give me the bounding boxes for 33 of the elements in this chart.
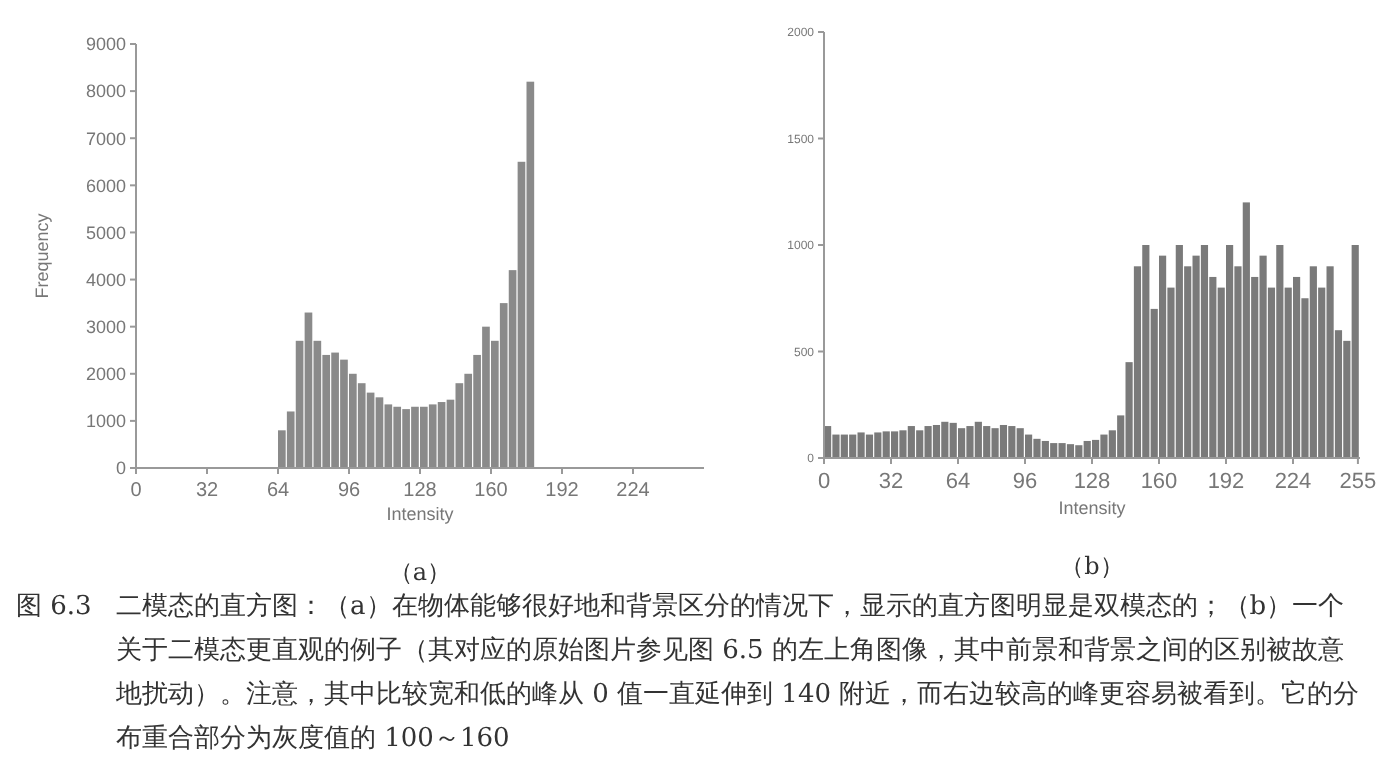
x-tick-label: 224 — [1274, 470, 1312, 494]
x-tick-label: 32 — [195, 480, 219, 502]
x-tick-label: 128 — [1073, 470, 1111, 494]
y-tick-label: 3000 — [85, 316, 126, 337]
x-tick-label: 64 — [266, 480, 290, 502]
y-tick-label: 5000 — [85, 222, 126, 243]
y-axis-title: Frequency — [32, 212, 52, 299]
x-tick-label: 96 — [337, 480, 361, 502]
x-tick-label: 128 — [403, 480, 438, 502]
x-tick-label: 0 — [130, 480, 143, 502]
text: （a） — [388, 558, 452, 586]
x-tick-label: 192 — [1207, 470, 1245, 494]
x-tick-label: 160 — [1140, 470, 1178, 494]
y-tick-label: 9000 — [85, 34, 126, 55]
x-tick-label: 64 — [945, 470, 971, 494]
y-tick-label: 7000 — [85, 128, 126, 149]
x-tick-label: 255 — [1339, 470, 1377, 494]
x-tick-label: 160 — [474, 480, 509, 502]
y-tick-label: 1000 — [85, 411, 126, 432]
x-tick-label: 224 — [616, 480, 651, 502]
text: 二模态的直方图：（a）在物体能够很好地和背景区分的情况下，显示的直方图明显是双模态的；（b）一个关于二模态更直观的例子（其对应的原始图片参见图 6.5 的左上角图像，其中前景和背景之间的区别被故意地扰动）。注意，其中比较宽和低的峰从 0 值一直延伸到 140 附近，而右边较高的峰更容易被看到。它的分布重合部分为灰度值的 100～160 — [116, 590, 1362, 758]
x-axis-title: Intensity — [1058, 498, 1127, 518]
text: （b） — [1060, 552, 1124, 580]
y-tick-label: 6000 — [85, 175, 126, 196]
y-tick-label: 2000 — [85, 364, 126, 385]
x-tick-label: 0 — [817, 470, 831, 494]
y-tick-label: 4000 — [85, 269, 126, 290]
x-tick-label: 32 — [878, 470, 904, 494]
x-axis-title: Intensity — [386, 504, 455, 524]
y-tick-label: 8000 — [85, 81, 126, 102]
caption: 图 6.3 — [16, 590, 92, 626]
x-tick-label: 192 — [545, 480, 580, 502]
x-tick-label: 96 — [1012, 470, 1038, 494]
